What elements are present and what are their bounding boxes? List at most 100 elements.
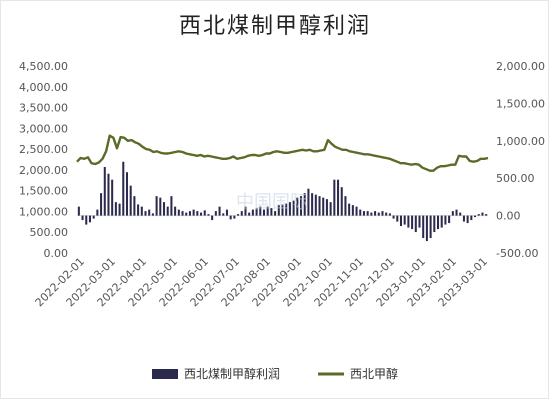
chart-title: 西北煤制甲醇利润 (178, 14, 371, 39)
profit-bar (307, 188, 310, 216)
profit-bar (399, 215, 403, 227)
right-axis-tick-label: 0.00 (496, 210, 521, 223)
profit-bar (240, 211, 243, 216)
left-axis-tick-label: 3,000.00 (19, 122, 68, 135)
profit-bar (325, 199, 328, 216)
profit-bar (451, 211, 454, 216)
profit-bar (448, 215, 451, 224)
profit-bar (436, 215, 440, 230)
profit-bar (340, 187, 343, 216)
profit-bar (155, 196, 158, 216)
profit-bar (237, 214, 240, 216)
profit-bar (274, 211, 277, 216)
profit-bar (111, 179, 114, 216)
profit-bar (185, 212, 188, 216)
profit-bar (322, 197, 325, 216)
legend-label-bar: 西北煤制甲醇利润 (184, 366, 280, 381)
profit-bar (148, 209, 151, 216)
profit-bar (125, 172, 129, 216)
profit-bar (88, 215, 91, 223)
profit-bar (355, 206, 358, 216)
left-axis-tick-label: 500.00 (30, 226, 69, 239)
right-axis-tick-label: -500.00 (496, 247, 538, 260)
line-series (76, 134, 489, 172)
profit-bar (425, 215, 428, 242)
profit-bar (433, 215, 436, 233)
profit-bar (114, 202, 117, 216)
profit-bar (370, 212, 373, 216)
left-axis-tick-label: 1,000.00 (19, 205, 68, 218)
profit-bar (248, 212, 251, 216)
profit-bar (329, 202, 332, 216)
profit-bar (481, 212, 484, 216)
right-axis-tick-label: 1,500.00 (496, 97, 545, 110)
profit-bar (485, 214, 488, 216)
profit-bar (292, 200, 295, 216)
profit-bar (77, 206, 80, 216)
profit-bar (159, 197, 162, 216)
profit-bar (296, 197, 299, 216)
legend-label-line: 西北甲醇 (350, 366, 398, 381)
profit-bar (129, 185, 132, 216)
left-axis-tick-label: 4,000.00 (19, 81, 68, 94)
profit-bar (92, 215, 95, 219)
right-axis-tick-label: 2,000.00 (496, 60, 545, 73)
legend-swatch-bar (152, 369, 178, 379)
profit-bar (392, 215, 395, 219)
profit-bar (285, 203, 288, 216)
profit-bar (444, 215, 447, 225)
profit-bar (303, 193, 306, 216)
profit-bar (81, 215, 84, 221)
right-axis-tick-label: 1,000.00 (496, 135, 545, 148)
profit-bar (211, 215, 214, 221)
profit-bar (470, 215, 473, 221)
profit-bar (137, 204, 140, 216)
profit-bar (477, 214, 480, 216)
right-axis-ticks: -500.00 0.00 500.00 1,000.00 1,500.00 2,000.0… (496, 60, 545, 260)
profit-bar (333, 179, 336, 216)
profit-bar (192, 209, 195, 216)
profit-bar (218, 206, 221, 216)
profit-bar (277, 205, 280, 216)
profit-bar (107, 173, 110, 216)
profit-bar (351, 205, 354, 216)
profit-bar (377, 212, 380, 216)
left-axis-tick-label: 2,000.00 (19, 164, 68, 177)
left-axis-tick-label: 3,500.00 (19, 102, 68, 115)
profit-bar (174, 206, 177, 216)
profit-bar (122, 161, 125, 216)
profit-bar (262, 209, 266, 216)
profit-bar (233, 215, 236, 219)
profit-bar (151, 213, 154, 216)
profit-bar (403, 215, 406, 225)
profit-bar (337, 179, 340, 216)
profit-bar (440, 215, 443, 228)
watermark: 中国国际 (236, 192, 308, 213)
x-axis-ticks: 2022-02-012022-03-012022-04-012022-05-01… (33, 255, 490, 309)
profit-bar (270, 208, 273, 216)
profit-bar (466, 215, 469, 224)
left-axis-tick-label: 2,500.00 (19, 143, 68, 156)
profit-bar (299, 196, 303, 216)
profit-bar (344, 196, 347, 216)
profit-bar (255, 208, 258, 216)
profit-bar (140, 206, 143, 216)
left-axis-tick-label: 4,500.00 (19, 60, 68, 73)
profit-bar (133, 196, 136, 216)
profit-bar (474, 215, 477, 218)
profit-bar (455, 209, 458, 216)
profit-bar (225, 209, 228, 216)
profit-bar (200, 212, 203, 216)
profit-bar (388, 213, 391, 216)
profit-bar (162, 202, 166, 216)
profit-bar (118, 203, 121, 216)
profit-bar (177, 209, 180, 216)
profit-bar (459, 212, 462, 216)
profit-bar (374, 211, 377, 216)
profit-bar (188, 211, 191, 216)
left-axis-tick-label: 0.00 (44, 247, 69, 260)
profit-bar (311, 193, 314, 216)
profit-bar (418, 215, 421, 228)
